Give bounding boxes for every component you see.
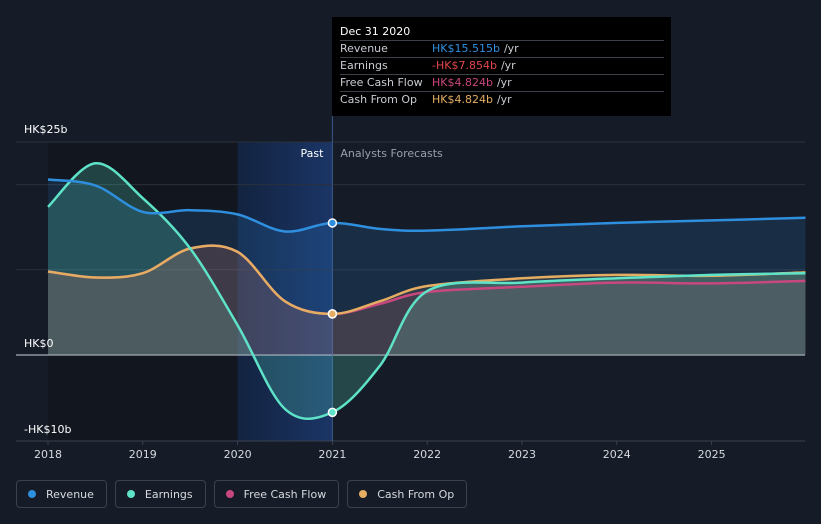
gridlines [16, 115, 805, 442]
tooltip-unit: /yr [496, 76, 512, 89]
legend-dot-icon [225, 490, 234, 498]
tooltip-unit: /yr [503, 42, 519, 55]
free-cash-flow-area [48, 245, 806, 355]
tooltip-row-revenue: Revenue HK$15.515b /yr [340, 40, 664, 57]
legend-label: Cash From Op [377, 487, 455, 501]
tooltip-value: -HK$7.854b [432, 59, 497, 72]
cash-from-op-marker [327, 309, 338, 319]
chart-background [48, 142, 333, 441]
x-tick-label: 2020 [224, 448, 252, 461]
earnings-area [48, 163, 806, 419]
past-shade [48, 142, 238, 441]
legend-item-earnings[interactable]: Earnings [114, 480, 206, 508]
x-tick-label: 2018 [34, 448, 62, 461]
cash-from-op-area [48, 245, 806, 355]
legend-label: Revenue [46, 487, 94, 501]
revenue-marker [327, 218, 338, 228]
legend-label: Free Cash Flow [243, 487, 327, 501]
tooltip-date: Dec 31 2020 [340, 25, 411, 38]
x-axis: 2018 2019 2020 2021 2022 2023 2024 2025 [34, 441, 726, 461]
tooltip-unit: /yr [496, 93, 512, 106]
tooltip-label: Revenue [340, 42, 388, 55]
tooltip-unit: /yr [500, 59, 516, 72]
x-tick-label: 2025 [698, 448, 726, 461]
tooltip-value: HK$4.824b [432, 76, 493, 89]
earnings-marker [327, 407, 338, 418]
legend-item-revenue[interactable]: Revenue [16, 480, 107, 508]
x-tick-label: 2024 [603, 448, 631, 461]
x-tick-label: 2023 [508, 448, 536, 461]
legend-item-free-cash-flow[interactable]: Free Cash Flow [213, 480, 340, 508]
tooltip-row-cash-from-op: Cash From Op HK$4.824b /yr [340, 91, 664, 108]
recent-past-highlight [237, 142, 333, 441]
tooltip-label: Free Cash Flow [340, 76, 423, 89]
cash-from-op-line [47, 244, 806, 316]
y-tick-label-zero: HK$0 [24, 337, 54, 350]
tooltip-label: Cash From Op [340, 93, 418, 106]
y-tick-label-top: HK$25b [24, 123, 68, 136]
tooltip-row-earnings: Earnings -HK$7.854b /yr [340, 57, 664, 74]
legend-label: Earnings [144, 487, 193, 501]
revenue-line [47, 178, 806, 233]
tooltip-value: HK$15.515b [432, 42, 500, 55]
series-lines [47, 162, 806, 421]
y-tick-label-bottom: -HK$10b [24, 423, 72, 436]
legend-item-cash-from-op[interactable]: Cash From Op [347, 480, 468, 508]
forecast-label: Analysts Forecasts [340, 147, 443, 160]
tooltip-markers [327, 218, 338, 418]
tooltip-value: HK$4.824b [432, 93, 493, 106]
x-tick-label: 2022 [413, 448, 441, 461]
earnings-line [47, 162, 806, 421]
tooltip-label: Earnings [340, 59, 388, 72]
x-tick-label: 2021 [318, 448, 346, 461]
tooltip-panel: Dec 31 2020 Revenue HK$15.515b /yr Earni… [332, 17, 671, 116]
legend-dot-icon [28, 490, 36, 498]
legend: Revenue Earnings Free Cash Flow Cash Fro… [16, 480, 468, 508]
legend-dot-icon [126, 490, 135, 498]
legend-dot-icon [359, 490, 368, 498]
tooltip-row-free-cash-flow: Free Cash Flow HK$4.824b /yr [340, 74, 664, 91]
x-tick-label: 2019 [129, 448, 157, 461]
past-label: Past [300, 147, 324, 160]
